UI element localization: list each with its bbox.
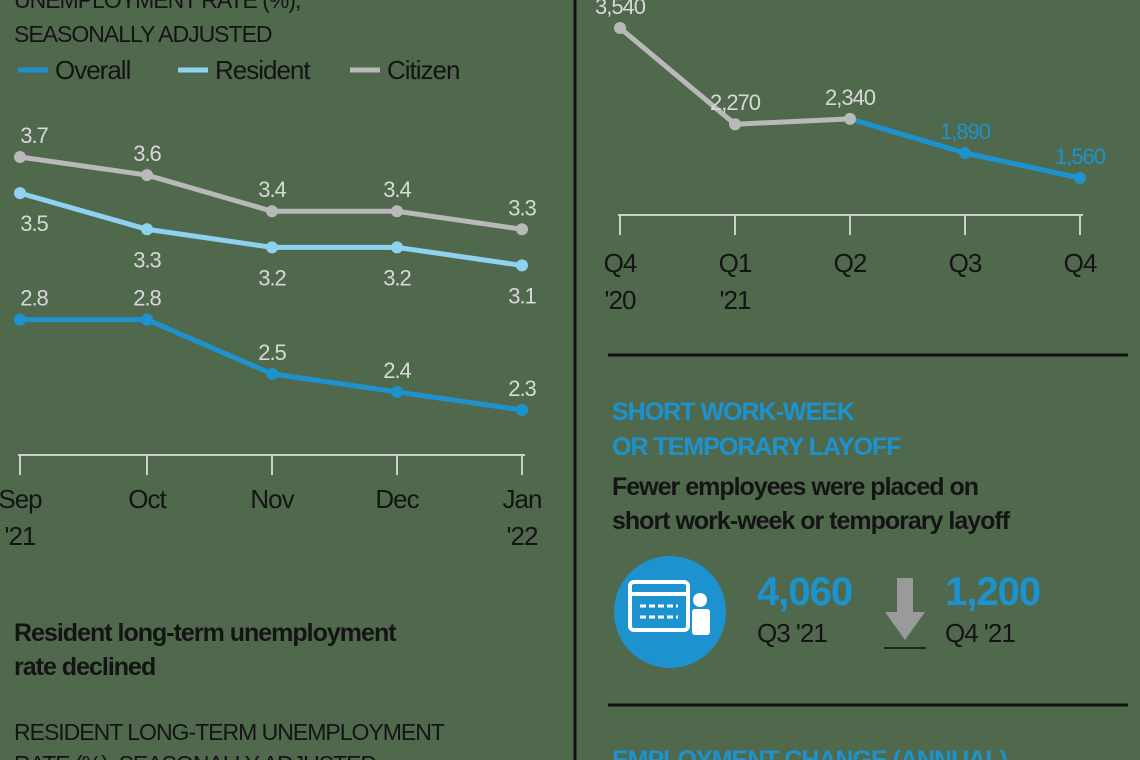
value-label: 2,340	[825, 85, 876, 110]
point	[14, 151, 26, 163]
value-label: 3.5	[20, 211, 48, 236]
value-label: 3.2	[258, 265, 286, 290]
point	[614, 22, 626, 34]
section-lead: Fewer employees were placed on	[612, 473, 978, 501]
value-label: 3.2	[383, 265, 411, 290]
value-label: 2.8	[20, 286, 48, 311]
x-tick-label: Sep	[0, 484, 42, 514]
point	[141, 223, 153, 236]
legend-label: Overall	[55, 55, 131, 85]
point	[266, 205, 278, 218]
point	[516, 404, 528, 416]
point	[391, 205, 403, 218]
point	[14, 313, 26, 326]
x-tick-label: Q2	[834, 248, 867, 278]
x-tick-label: Dec	[375, 484, 419, 514]
value-label: 2.3	[508, 376, 536, 401]
series-segment	[734, 116, 851, 127]
legend-label: Resident	[215, 55, 311, 85]
section-lead: rate declined	[14, 653, 155, 681]
point	[141, 169, 153, 182]
value-label: 3.3	[508, 195, 536, 220]
series-segment	[618, 26, 737, 127]
x-tick-label: Oct	[128, 484, 167, 514]
section-lead: Resident long-term unemployment	[14, 619, 397, 647]
stat-period: Q3 '21	[757, 618, 827, 648]
stat-value: 1,200	[945, 570, 1040, 614]
chart-title: SEASONALLY ADJUSTED	[14, 21, 272, 47]
point	[141, 313, 153, 326]
section-title: SHORT WORK-WEEK	[612, 398, 855, 426]
section-title: OR TEMPORARY LAYOFF	[612, 433, 901, 461]
series-line	[19, 190, 523, 268]
section-title: EMPLOYMENT CHANGE (ANNUAL)	[612, 746, 1007, 760]
x-tick-label: Nov	[250, 484, 294, 514]
x-tick-label: Q4	[1064, 248, 1097, 278]
point	[391, 385, 403, 398]
point	[266, 241, 278, 254]
x-tick-label: Jan	[503, 484, 542, 514]
calendar-icon	[614, 556, 726, 668]
point	[266, 367, 278, 380]
stat-period: Q4 '21	[945, 618, 1015, 648]
x-tick-label: '21	[720, 285, 751, 315]
value-label: 2,270	[710, 90, 761, 115]
point	[844, 112, 856, 125]
value-label: 1,560	[1055, 144, 1106, 169]
value-label: 3.7	[20, 123, 48, 148]
value-label: 3.3	[133, 247, 161, 272]
value-label: 3.6	[133, 141, 161, 166]
value-label: 2.4	[383, 358, 411, 383]
section-title: RATE (%), SEASONALLY ADJUSTED	[14, 751, 376, 760]
x-tick-label: '22	[507, 521, 538, 551]
x-tick-label: Q1	[719, 248, 752, 278]
series-segment	[849, 116, 966, 156]
point	[391, 241, 403, 254]
legend-label: Citizen	[387, 55, 459, 85]
point	[1074, 172, 1086, 184]
stat-value: 4,060	[757, 570, 852, 614]
value-label: 3,540	[595, 0, 646, 19]
x-tick-label: Q3	[949, 248, 982, 278]
x-tick-label: '21	[5, 521, 36, 551]
series-segment	[964, 150, 1081, 181]
section-title: RESIDENT LONG-TERM UNEMPLOYMENT	[14, 719, 445, 745]
value-label: 3.1	[508, 283, 536, 308]
point	[14, 187, 26, 200]
value-label: 3.4	[258, 177, 286, 202]
value-label: 2.5	[258, 340, 286, 365]
point	[959, 147, 971, 159]
x-tick-label: '20	[605, 285, 636, 315]
value-label: 1,890	[940, 119, 991, 144]
point	[729, 118, 741, 131]
value-label: 3.4	[383, 177, 411, 202]
point	[516, 259, 528, 272]
x-tick-label: Q4	[604, 248, 637, 278]
down-arrow	[884, 578, 926, 649]
point	[516, 223, 528, 236]
section-lead: short work-week or temporary layoff	[612, 507, 1011, 535]
value-label: 2.8	[133, 286, 161, 311]
chart-title: UNEMPLOYMENT RATE (%),	[14, 0, 300, 13]
